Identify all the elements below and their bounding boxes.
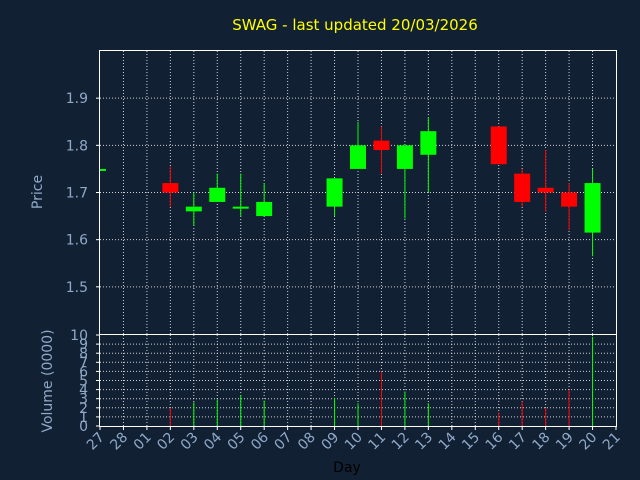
x-tick-label: 14 — [436, 429, 460, 453]
price-tick-label: 1.8 — [66, 138, 88, 154]
x-tick-label: 13 — [412, 430, 436, 454]
price-tick-label: 1.9 — [66, 91, 88, 107]
candlesticks — [100, 117, 601, 257]
volume-tick-label: 8 — [79, 346, 88, 362]
volume-panel-frame — [99, 334, 617, 427]
candle-body — [232, 206, 249, 209]
x-tick-label: 17 — [506, 430, 530, 454]
volume-tick-label: 5 — [79, 374, 88, 390]
volume-bars — [169, 336, 594, 426]
x-tick-label: 08 — [295, 430, 319, 454]
volume-axis-label: Volume (0000) — [40, 329, 56, 432]
x-tick-label: 21 — [600, 430, 624, 454]
x-tick-label: 06 — [248, 429, 272, 453]
price-tick-label: 1.7 — [66, 186, 88, 202]
x-tick-label: 16 — [483, 429, 507, 453]
candle-body — [490, 126, 507, 165]
x-tick-label: 28 — [107, 430, 131, 454]
volume-tick-label: 3 — [79, 392, 88, 408]
price-axis-label: Price — [30, 175, 46, 209]
x-tick-label: 02 — [154, 430, 178, 454]
x-tick-label: 19 — [553, 430, 577, 454]
x-tick-label: 07 — [272, 430, 296, 454]
x-tick-label: 09 — [318, 430, 342, 454]
candle-body — [256, 201, 273, 217]
candle-body — [326, 178, 343, 207]
candle-body — [514, 173, 531, 202]
volume-tick-label: 4 — [79, 383, 88, 399]
volume-tick-label: 1 — [79, 410, 88, 426]
x-tick-label: 10 — [342, 430, 366, 454]
price-tick-label: 1.6 — [66, 233, 88, 249]
x-tick-label: 20 — [576, 430, 600, 454]
candle-body — [396, 145, 413, 169]
x-tick-label: 15 — [459, 430, 483, 454]
volume-tick-label: 6 — [79, 364, 88, 380]
x-tick-label: 03 — [178, 430, 202, 454]
volume-tick-label: 0 — [79, 419, 88, 435]
x-tick-label: 01 — [131, 430, 155, 454]
price-y-ticks: 1.5 1.6 1.7 1.8 1.9 — [66, 91, 100, 296]
candle-body — [373, 140, 390, 151]
candle-body — [561, 192, 578, 207]
candle-body — [420, 131, 437, 155]
candle-body — [162, 183, 179, 193]
chart-title: SWAG - last updated 20/03/2026 — [232, 16, 478, 34]
x-tick-label: 12 — [389, 430, 413, 454]
volume-tick-label: 10 — [70, 328, 88, 344]
price-tick-label: 1.5 — [66, 280, 88, 296]
x-tick-label: 04 — [201, 429, 225, 453]
volume-tick-label: 7 — [79, 355, 88, 371]
x-tick-label: 11 — [365, 430, 389, 454]
x-tick-label: 18 — [530, 430, 554, 454]
x-tick-label: 05 — [225, 430, 249, 454]
candle-body — [537, 187, 554, 193]
volume-tick-label: 2 — [79, 401, 88, 417]
candle-body — [100, 168, 106, 171]
candle-body — [350, 145, 366, 169]
x-axis-label: Day — [333, 460, 361, 476]
candle-body — [185, 206, 202, 212]
candle-body — [209, 187, 226, 202]
volume-grid — [100, 335, 616, 426]
x-axis-ticks: 27 28 01 02 03 04 05 06 07 08 09 10 11 12 13 14 15 16 17 18… — [84, 426, 624, 453]
candle-body — [584, 183, 601, 233]
volume-tick-label: 9 — [79, 337, 88, 353]
